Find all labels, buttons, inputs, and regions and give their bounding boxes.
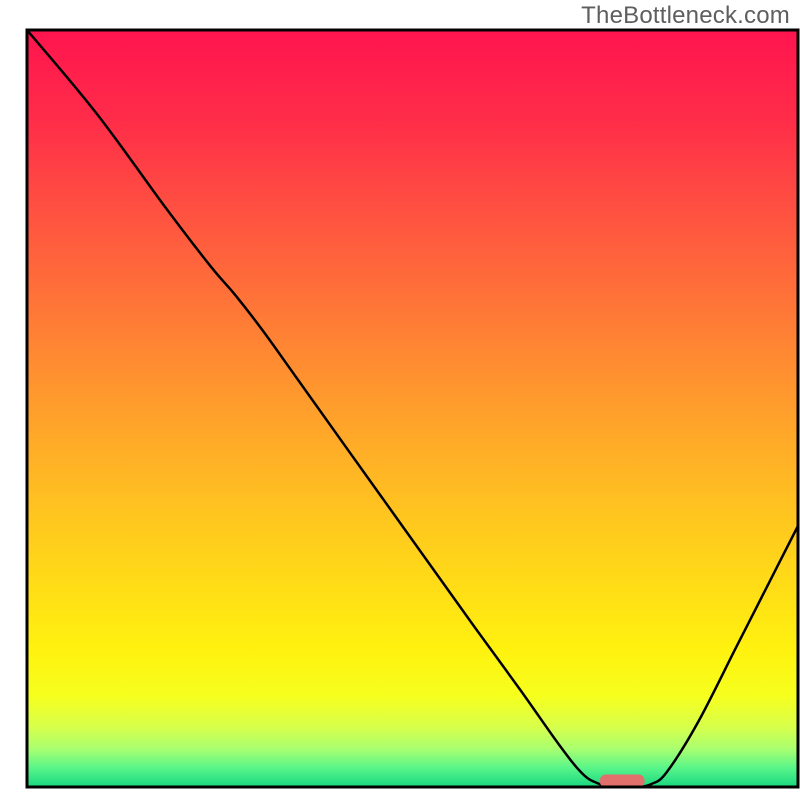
bottleneck-chart	[0, 0, 800, 800]
plot-background	[27, 30, 798, 787]
